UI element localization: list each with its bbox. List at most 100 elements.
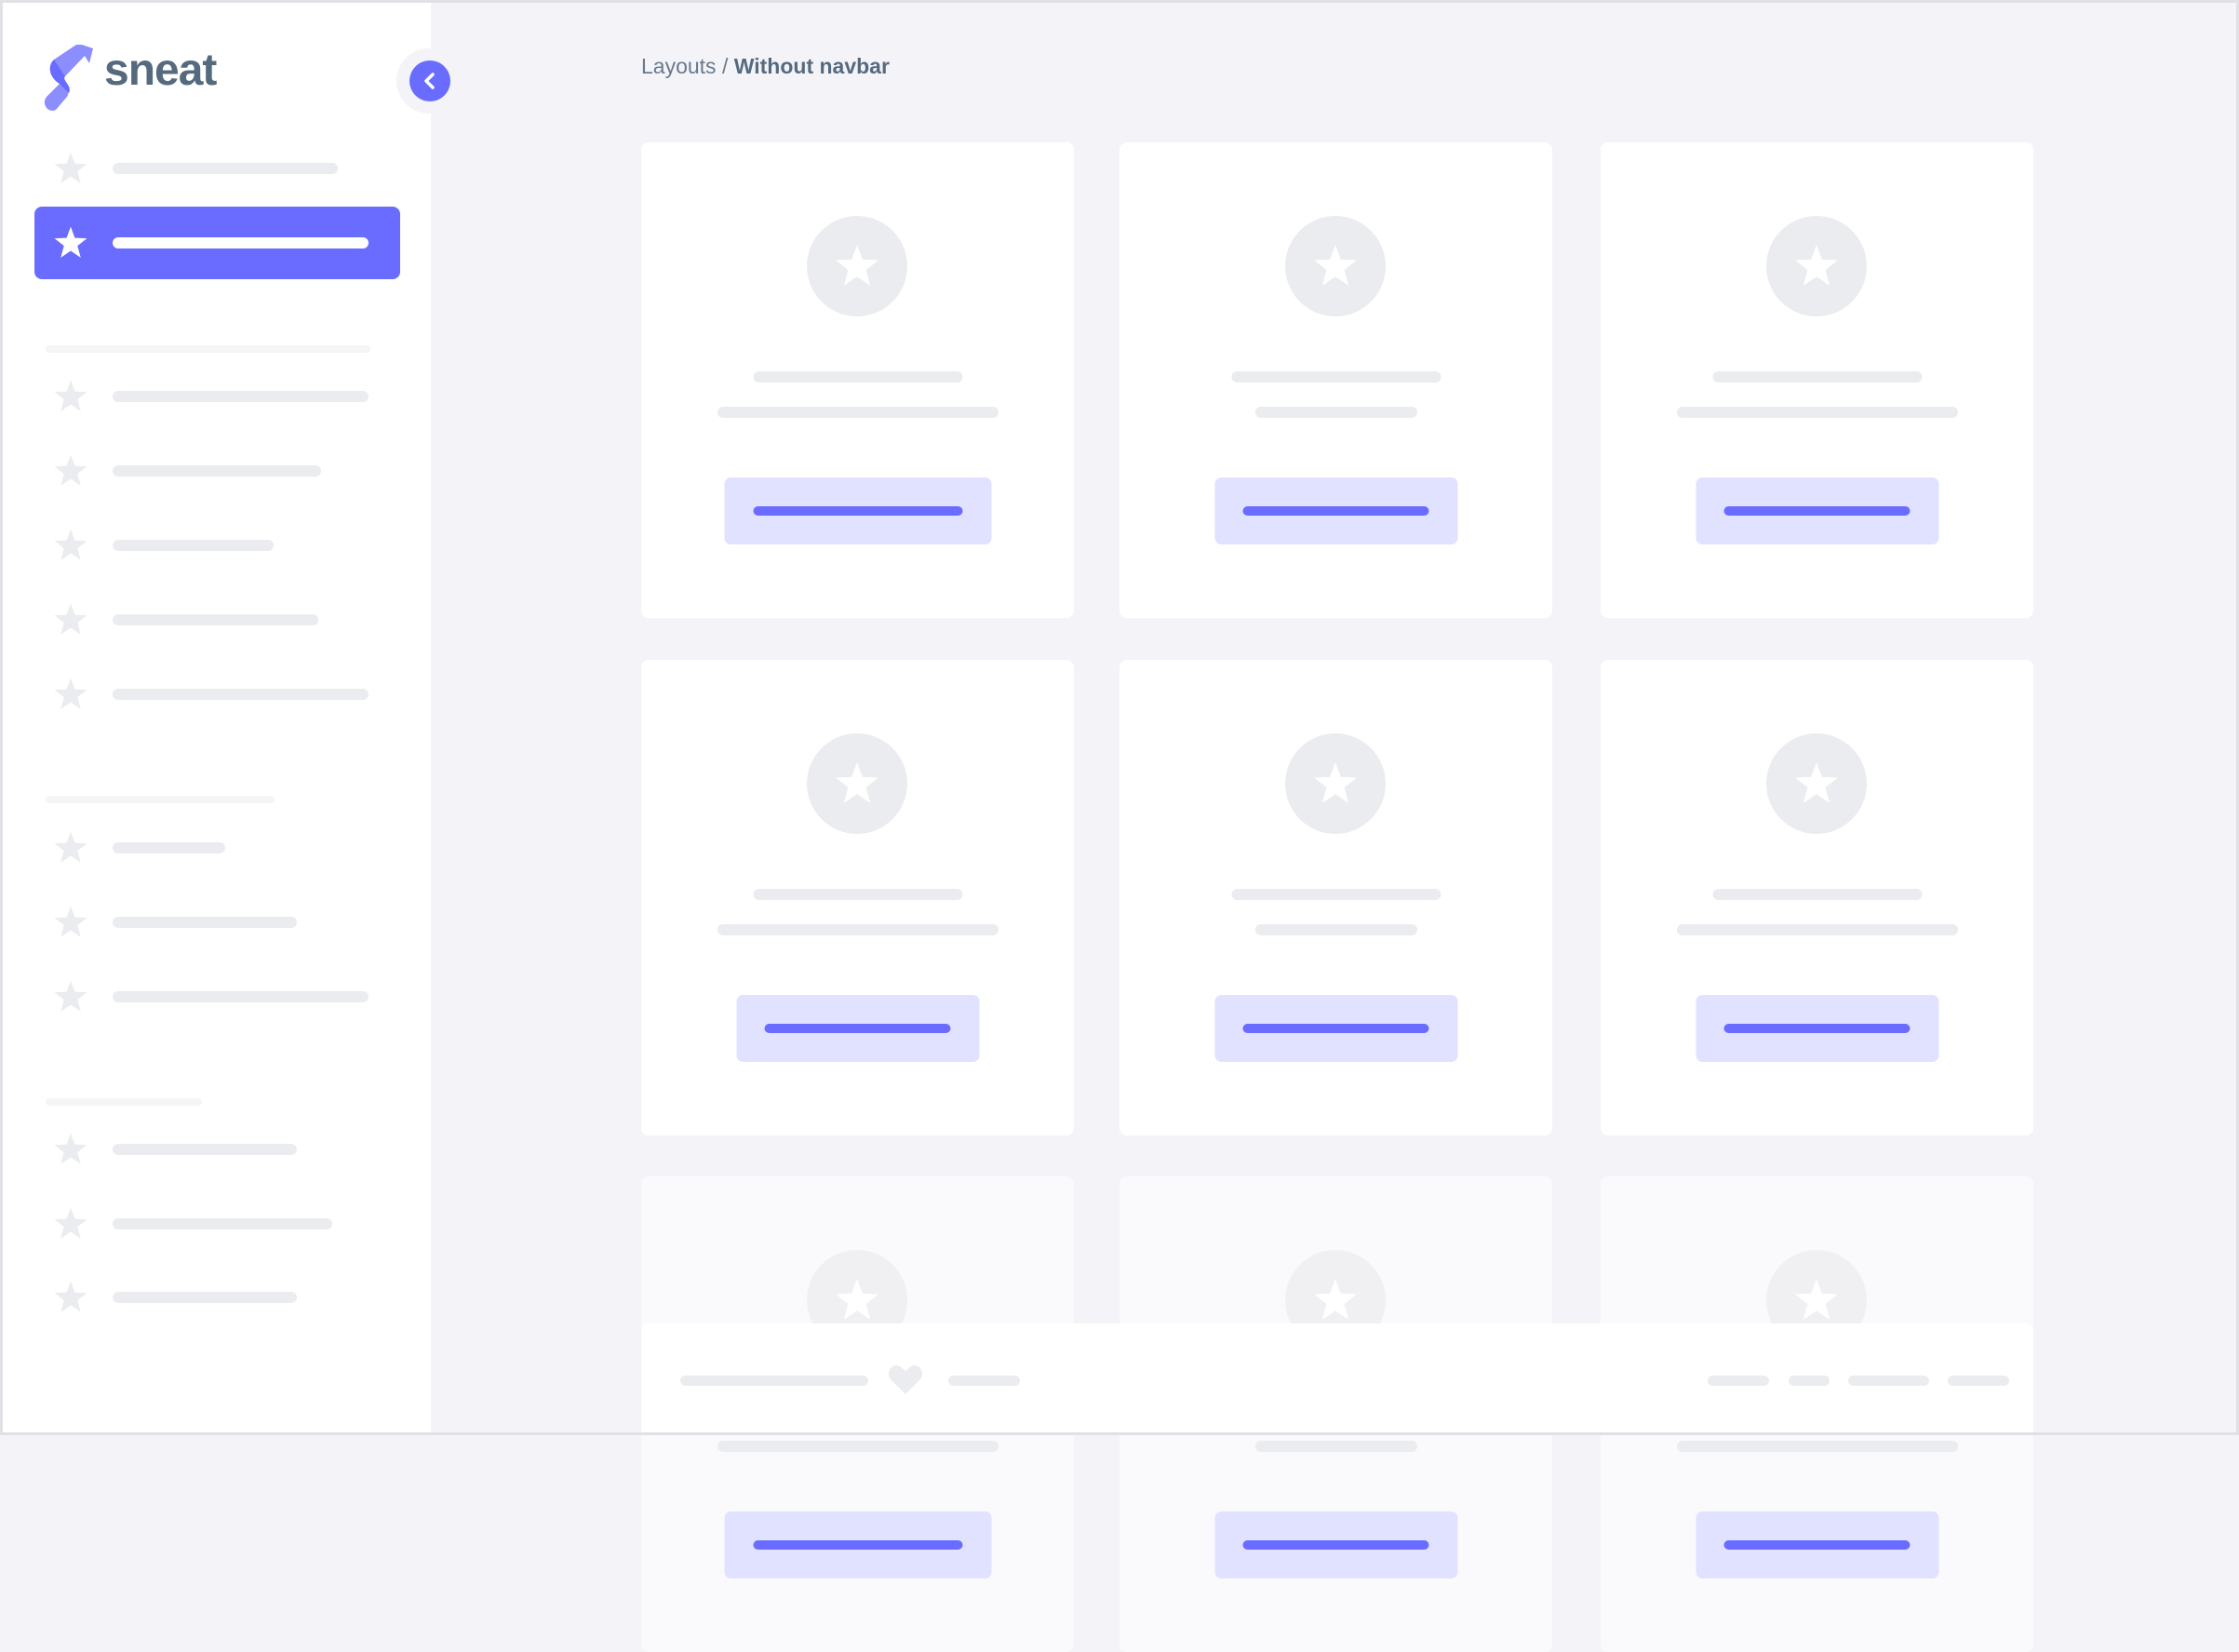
card <box>641 660 1074 1135</box>
card <box>1120 660 1552 1135</box>
star-icon <box>53 528 88 563</box>
card-button-label-placeholder <box>1242 1540 1429 1550</box>
card-text-placeholder <box>1676 407 1958 418</box>
menu-item-label-placeholder <box>113 391 369 402</box>
card-text-placeholder <box>1254 407 1417 418</box>
star-icon <box>1312 1277 1359 1323</box>
star-icon <box>53 1132 88 1167</box>
logo-icon <box>44 45 93 111</box>
sidebar: sneat <box>0 0 462 1435</box>
card-text-placeholder <box>1676 924 1958 935</box>
menu-item-label-placeholder <box>113 689 369 700</box>
card-text-placeholder <box>1254 1441 1417 1452</box>
card-text-placeholder <box>717 407 999 418</box>
menu-item[interactable] <box>34 584 400 656</box>
card-button[interactable] <box>724 1511 991 1578</box>
menu-item-label-placeholder <box>113 991 369 1002</box>
footer <box>641 1323 2033 1435</box>
star-icon <box>1793 760 1840 807</box>
heart-icon <box>888 1365 923 1394</box>
star-icon <box>53 379 88 414</box>
menu-item-label-placeholder <box>113 1144 297 1155</box>
menu-item[interactable] <box>34 132 400 205</box>
star-icon <box>53 830 88 866</box>
card-button[interactable] <box>1696 995 1938 1062</box>
breadcrumb-current: Without navbar <box>733 54 890 78</box>
footer-text-placeholder <box>680 1376 868 1386</box>
star-icon <box>834 760 880 807</box>
footer-link-placeholder[interactable] <box>1708 1376 1769 1386</box>
card-button[interactable] <box>724 477 991 544</box>
menu-item-label-placeholder <box>113 614 318 625</box>
menu-section-header-placeholder <box>46 345 370 353</box>
card-title-placeholder <box>1712 371 1922 383</box>
menu-item-label-placeholder <box>113 1218 332 1229</box>
card-button-label-placeholder <box>764 1024 951 1033</box>
menu-item[interactable] <box>34 1188 400 1260</box>
star-icon <box>1793 1277 1840 1323</box>
menu-item-label-placeholder <box>113 1292 297 1303</box>
card-title-placeholder <box>753 889 962 900</box>
menu-item[interactable] <box>34 658 400 731</box>
star-icon <box>1312 243 1359 289</box>
star-icon <box>53 1206 88 1242</box>
star-icon <box>834 1277 880 1323</box>
card-text-placeholder <box>1254 924 1417 935</box>
footer-link-placeholder[interactable] <box>948 1376 1020 1386</box>
star-icon <box>53 602 88 638</box>
chevron-left-icon <box>424 73 435 89</box>
card-avatar <box>1766 216 1867 316</box>
menu-item[interactable] <box>34 960 400 1033</box>
card-avatar <box>807 733 907 834</box>
card-avatar <box>807 216 907 316</box>
brand-name: sneat <box>104 46 217 95</box>
card-title-placeholder <box>1231 371 1441 383</box>
star-icon <box>53 905 88 940</box>
star-icon <box>1793 243 1840 289</box>
card-avatar <box>1285 733 1386 834</box>
card-avatar <box>1766 733 1867 834</box>
menu-item-label-placeholder <box>113 842 225 853</box>
card <box>1601 142 2033 618</box>
star-icon <box>53 677 88 712</box>
card <box>1120 142 1552 618</box>
star-icon <box>53 1280 88 1315</box>
footer-link-placeholder[interactable] <box>1948 1376 2009 1386</box>
star-icon <box>53 453 88 489</box>
menu-item[interactable] <box>34 1113 400 1186</box>
footer-link-placeholder[interactable] <box>1848 1376 1929 1386</box>
card-text-placeholder <box>1676 1441 1958 1452</box>
card-text-placeholder <box>717 1441 999 1452</box>
star-icon <box>834 243 880 289</box>
menu-item[interactable] <box>34 509 400 582</box>
card-button-label-placeholder <box>753 1540 962 1550</box>
card-button[interactable] <box>736 995 979 1062</box>
menu-item-label-placeholder <box>113 163 338 174</box>
footer-link-placeholder[interactable] <box>1789 1376 1830 1386</box>
card-button-label-placeholder <box>753 506 962 516</box>
breadcrumb-separator: / <box>716 54 734 78</box>
menu-item-active[interactable] <box>34 207 400 279</box>
card-button-label-placeholder <box>1723 506 1911 516</box>
menu-item[interactable] <box>34 435 400 507</box>
breadcrumb-parent[interactable]: Layouts <box>641 54 717 78</box>
menu-item-label-placeholder <box>113 917 297 928</box>
card-title-placeholder <box>753 371 962 383</box>
menu-item[interactable] <box>34 1261 400 1334</box>
card-text-placeholder <box>717 924 999 935</box>
card-button-label-placeholder <box>1242 506 1429 516</box>
breadcrumb: Layouts / Without navbar <box>641 54 890 79</box>
card-button[interactable] <box>1696 477 1938 544</box>
card <box>641 142 1074 618</box>
card-button[interactable] <box>1214 1511 1457 1578</box>
menu-item[interactable] <box>34 886 400 959</box>
star-icon <box>1312 760 1359 807</box>
card <box>1601 660 2033 1135</box>
card-button[interactable] <box>1214 995 1457 1062</box>
collapse-sidebar-button[interactable] <box>409 60 450 101</box>
card-button-label-placeholder <box>1723 1024 1911 1033</box>
card-button[interactable] <box>1214 477 1457 544</box>
menu-item[interactable] <box>34 812 400 884</box>
menu-item[interactable] <box>34 360 400 433</box>
card-button[interactable] <box>1696 1511 1938 1578</box>
